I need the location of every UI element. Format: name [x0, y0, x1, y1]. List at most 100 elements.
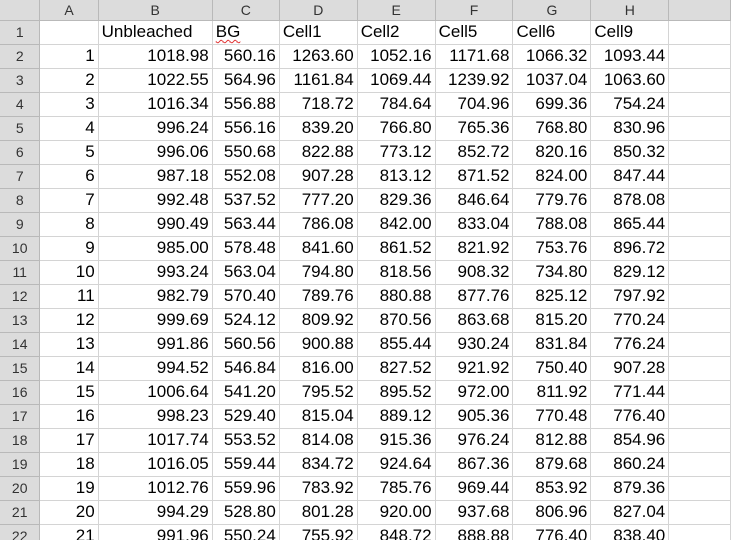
cell[interactable]: 560.56 — [212, 332, 280, 357]
column-header[interactable]: D — [279, 0, 358, 21]
cell[interactable]: 537.52 — [212, 188, 280, 213]
cell[interactable]: 14 — [39, 356, 99, 381]
cell[interactable]: 847.44 — [590, 164, 670, 189]
cell[interactable]: 785.76 — [357, 476, 436, 501]
cell[interactable]: 880.88 — [357, 284, 436, 309]
column-header[interactable]: G — [512, 0, 592, 21]
cell[interactable]: 969.44 — [435, 476, 514, 501]
cell[interactable]: 1066.32 — [512, 44, 592, 69]
cell[interactable]: 806.96 — [512, 500, 592, 525]
cell[interactable] — [668, 92, 731, 117]
column-header[interactable]: A — [39, 0, 99, 21]
cell[interactable]: 994.52 — [98, 356, 213, 381]
cell[interactable] — [668, 356, 731, 381]
cell[interactable]: 4 — [39, 116, 99, 141]
cell[interactable]: 1171.68 — [435, 44, 514, 69]
cell[interactable] — [668, 20, 731, 45]
cell[interactable] — [668, 380, 731, 405]
cell[interactable]: 541.20 — [212, 380, 280, 405]
cell[interactable]: 770.48 — [512, 404, 592, 429]
cell[interactable]: 783.92 — [279, 476, 358, 501]
cell[interactable]: 766.80 — [357, 116, 436, 141]
cell[interactable] — [668, 284, 731, 309]
cell[interactable]: Cell9 — [590, 20, 670, 45]
row-header[interactable]: 13 — [0, 308, 41, 333]
cell[interactable]: 765.36 — [435, 116, 514, 141]
cell[interactable]: 994.29 — [98, 500, 213, 525]
cell[interactable]: 863.68 — [435, 308, 514, 333]
cell[interactable]: 996.24 — [98, 116, 213, 141]
cell[interactable] — [668, 44, 731, 69]
cell[interactable]: 12 — [39, 308, 99, 333]
cell[interactable] — [668, 500, 731, 525]
cell[interactable]: 556.16 — [212, 116, 280, 141]
cell[interactable]: 19 — [39, 476, 99, 501]
cell[interactable]: 755.92 — [279, 524, 358, 540]
cell[interactable]: 784.64 — [357, 92, 436, 117]
cell[interactable]: 814.08 — [279, 428, 358, 453]
row-header[interactable]: 3 — [0, 68, 41, 93]
cell[interactable]: 559.96 — [212, 476, 280, 501]
cell[interactable]: 998.23 — [98, 404, 213, 429]
cell[interactable]: 704.96 — [435, 92, 514, 117]
cell[interactable]: 831.84 — [512, 332, 592, 357]
cell[interactable]: 1016.34 — [98, 92, 213, 117]
cell[interactable] — [668, 476, 731, 501]
cell[interactable]: 1022.55 — [98, 68, 213, 93]
cell[interactable]: 829.36 — [357, 188, 436, 213]
row-header[interactable]: 8 — [0, 188, 41, 213]
cell[interactable]: 524.12 — [212, 308, 280, 333]
cell[interactable]: 9 — [39, 236, 99, 261]
cell[interactable]: 718.72 — [279, 92, 358, 117]
cell[interactable]: 734.80 — [512, 260, 592, 285]
cell[interactable]: 553.52 — [212, 428, 280, 453]
cell[interactable]: 528.80 — [212, 500, 280, 525]
cell[interactable]: 907.28 — [279, 164, 358, 189]
cell[interactable]: 1161.84 — [279, 68, 358, 93]
cell[interactable]: 8 — [39, 212, 99, 237]
cell[interactable]: 754.24 — [590, 92, 670, 117]
cell[interactable]: 773.12 — [357, 140, 436, 165]
cell[interactable]: 18 — [39, 452, 99, 477]
cell[interactable]: 896.72 — [590, 236, 670, 261]
row-header[interactable]: 2 — [0, 44, 41, 69]
cell[interactable]: 1093.44 — [590, 44, 670, 69]
cell[interactable]: 811.92 — [512, 380, 592, 405]
cell[interactable]: 809.92 — [279, 308, 358, 333]
row-header[interactable]: 18 — [0, 428, 41, 453]
row-header[interactable]: 17 — [0, 404, 41, 429]
cell[interactable]: 578.48 — [212, 236, 280, 261]
cell[interactable]: 820.16 — [512, 140, 592, 165]
cell[interactable]: 830.96 — [590, 116, 670, 141]
row-header[interactable]: 22 — [0, 524, 41, 540]
cell[interactable] — [668, 428, 731, 453]
cell[interactable] — [668, 524, 731, 540]
cell[interactable]: 908.32 — [435, 260, 514, 285]
row-header[interactable]: 15 — [0, 356, 41, 381]
cell[interactable]: 924.64 — [357, 452, 436, 477]
cell[interactable]: 879.68 — [512, 452, 592, 477]
cell[interactable]: 877.76 — [435, 284, 514, 309]
cell[interactable] — [668, 188, 731, 213]
cell[interactable]: 2 — [39, 68, 99, 93]
cell[interactable]: 818.56 — [357, 260, 436, 285]
cell[interactable]: 841.60 — [279, 236, 358, 261]
cell[interactable]: 879.36 — [590, 476, 670, 501]
cell[interactable]: 563.04 — [212, 260, 280, 285]
cell[interactable]: 1006.64 — [98, 380, 213, 405]
cell[interactable]: 982.79 — [98, 284, 213, 309]
cell[interactable]: 865.44 — [590, 212, 670, 237]
row-header[interactable]: 19 — [0, 452, 41, 477]
cell[interactable]: 16 — [39, 404, 99, 429]
cell[interactable]: 848.72 — [357, 524, 436, 540]
cell[interactable]: 905.36 — [435, 404, 514, 429]
cell[interactable]: 827.04 — [590, 500, 670, 525]
column-header[interactable]: F — [435, 0, 514, 21]
cell[interactable]: 834.72 — [279, 452, 358, 477]
cell[interactable]: 556.88 — [212, 92, 280, 117]
cell[interactable]: 852.72 — [435, 140, 514, 165]
cell[interactable]: 985.00 — [98, 236, 213, 261]
cell[interactable]: 816.00 — [279, 356, 358, 381]
row-header[interactable]: 12 — [0, 284, 41, 309]
cell[interactable]: 1037.04 — [512, 68, 592, 93]
